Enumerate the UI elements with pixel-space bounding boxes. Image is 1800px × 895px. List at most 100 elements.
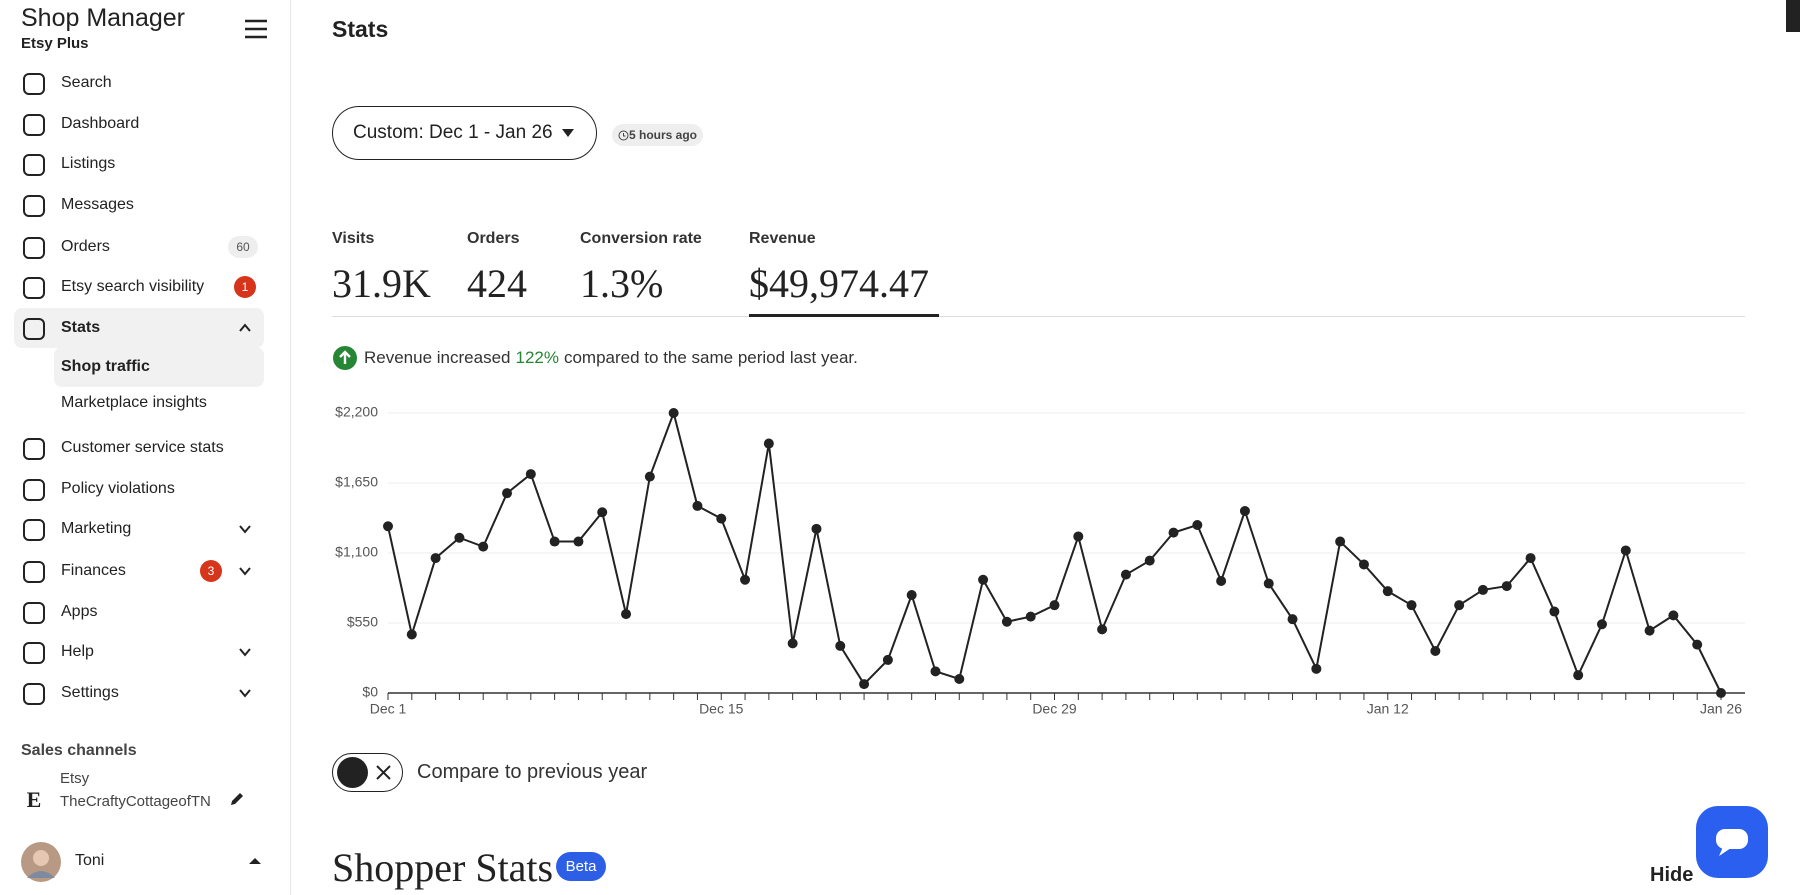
nav-item[interactable]: Settings xyxy=(14,673,264,713)
point xyxy=(1073,531,1084,542)
point xyxy=(1382,586,1393,597)
nav-icon xyxy=(23,642,45,664)
chevron xyxy=(239,648,251,657)
toggle-x xyxy=(376,765,391,780)
icon-shape xyxy=(23,195,45,217)
compare-label: Compare to previous year xyxy=(417,761,648,783)
nav-item[interactable]: Marketing xyxy=(14,509,264,549)
y-tick-label: $2,200 xyxy=(335,404,378,420)
point xyxy=(1501,581,1512,592)
icon-shape xyxy=(23,683,45,705)
point xyxy=(430,553,441,564)
x-tick-label: Dec 29 xyxy=(1032,701,1077,717)
point xyxy=(740,574,751,585)
point xyxy=(1573,670,1584,681)
nav-item[interactable]: Stats xyxy=(14,308,264,348)
chevron xyxy=(239,525,251,534)
nav-item[interactable]: Help xyxy=(14,632,264,672)
y-tick-label: $1,100 xyxy=(335,544,378,560)
app-title: Shop Manager xyxy=(21,4,186,32)
point xyxy=(1120,569,1131,580)
point xyxy=(1454,600,1465,611)
nav-label: Search xyxy=(61,74,112,91)
nav-icon xyxy=(23,277,45,299)
nav-label: Listings xyxy=(61,155,116,172)
point xyxy=(1192,520,1203,530)
compare-toggle[interactable] xyxy=(332,753,403,792)
point xyxy=(1620,545,1631,556)
icon-shape xyxy=(23,642,45,664)
point xyxy=(668,408,679,418)
chevron-shape xyxy=(239,323,251,332)
nav-icon xyxy=(23,237,45,259)
metric-label: Revenue xyxy=(749,230,816,247)
plan-name: Etsy Plus xyxy=(21,35,89,52)
nav-label: Marketplace insights xyxy=(61,394,207,411)
section-heading: Sales channels xyxy=(21,742,137,759)
point xyxy=(1358,559,1369,570)
date-range-button[interactable]: Custom: Dec 1 - Jan 26 xyxy=(332,106,597,160)
notice-text: compared to the same period last year. xyxy=(563,348,858,367)
point xyxy=(835,640,846,651)
channel-name: Etsy xyxy=(60,770,90,787)
caret[interactable] xyxy=(248,856,262,866)
point xyxy=(1692,639,1703,650)
point xyxy=(978,574,989,585)
point xyxy=(383,521,393,532)
nav-item[interactable]: Etsy search visibility 1 xyxy=(14,267,264,307)
avatar[interactable] xyxy=(21,842,61,882)
point xyxy=(906,590,917,600)
x-tick-label: Jan 12 xyxy=(1367,701,1409,717)
notice-text: Revenue increased xyxy=(364,348,511,367)
nav-item[interactable]: Listings xyxy=(14,144,264,184)
etsy-icon: E xyxy=(27,788,42,812)
nav-item[interactable]: Dashboard xyxy=(14,104,264,144)
icon-shape xyxy=(23,561,45,583)
point xyxy=(954,674,965,684)
point xyxy=(1406,600,1417,611)
nav-label: Etsy search visibility xyxy=(61,278,205,295)
nav-item[interactable]: Customer service stats xyxy=(14,428,264,468)
nav-label: Shop traffic xyxy=(61,358,150,375)
point xyxy=(859,679,870,690)
divider xyxy=(332,316,1745,317)
up-icon xyxy=(333,346,357,370)
point xyxy=(1525,553,1536,564)
beta-badge: Beta xyxy=(556,852,606,881)
point xyxy=(1001,616,1012,627)
nav-item[interactable]: Finances 3 xyxy=(14,551,264,591)
shop-name[interactable]: TheCraftyCottageofTN xyxy=(60,793,211,810)
point xyxy=(1311,663,1322,674)
nav-item[interactable]: Marketplace insights xyxy=(54,383,264,423)
point xyxy=(716,513,727,524)
nav-icon xyxy=(23,519,45,541)
clock-icon xyxy=(618,130,629,140)
point xyxy=(882,654,893,665)
nav-item[interactable]: Apps xyxy=(14,592,264,632)
nav-icon xyxy=(23,73,45,95)
x-tick-label: Jan 26 xyxy=(1700,701,1742,717)
icon-shape xyxy=(23,277,45,299)
nav-item[interactable]: Orders 60 xyxy=(14,227,264,267)
chevron-shape xyxy=(239,648,251,657)
y-tick-label: $0 xyxy=(362,684,378,700)
nav-icon xyxy=(23,438,45,460)
y-tick-label: $550 xyxy=(347,614,378,630)
point xyxy=(573,536,584,547)
x-tick-label: Dec 1 xyxy=(370,701,407,717)
hide-button[interactable]: Hide xyxy=(1650,864,1694,886)
nav-item[interactable]: Policy violations xyxy=(14,469,264,509)
scrollbar[interactable] xyxy=(1786,0,1800,32)
metric-label: Orders xyxy=(467,230,520,247)
page-title: Stats xyxy=(332,16,389,42)
chat-button[interactable] xyxy=(1696,806,1768,878)
edit-icon[interactable] xyxy=(228,790,246,808)
nav-label: Help xyxy=(61,643,94,660)
menu-button[interactable] xyxy=(243,18,269,40)
nav-label: Settings xyxy=(61,684,119,701)
nav-item[interactable]: Shop traffic xyxy=(54,347,264,387)
user-name[interactable]: Toni xyxy=(75,852,105,869)
nav-item[interactable]: Search xyxy=(14,63,264,103)
nav-item[interactable]: Messages xyxy=(14,185,264,225)
nav-icon xyxy=(23,154,45,176)
